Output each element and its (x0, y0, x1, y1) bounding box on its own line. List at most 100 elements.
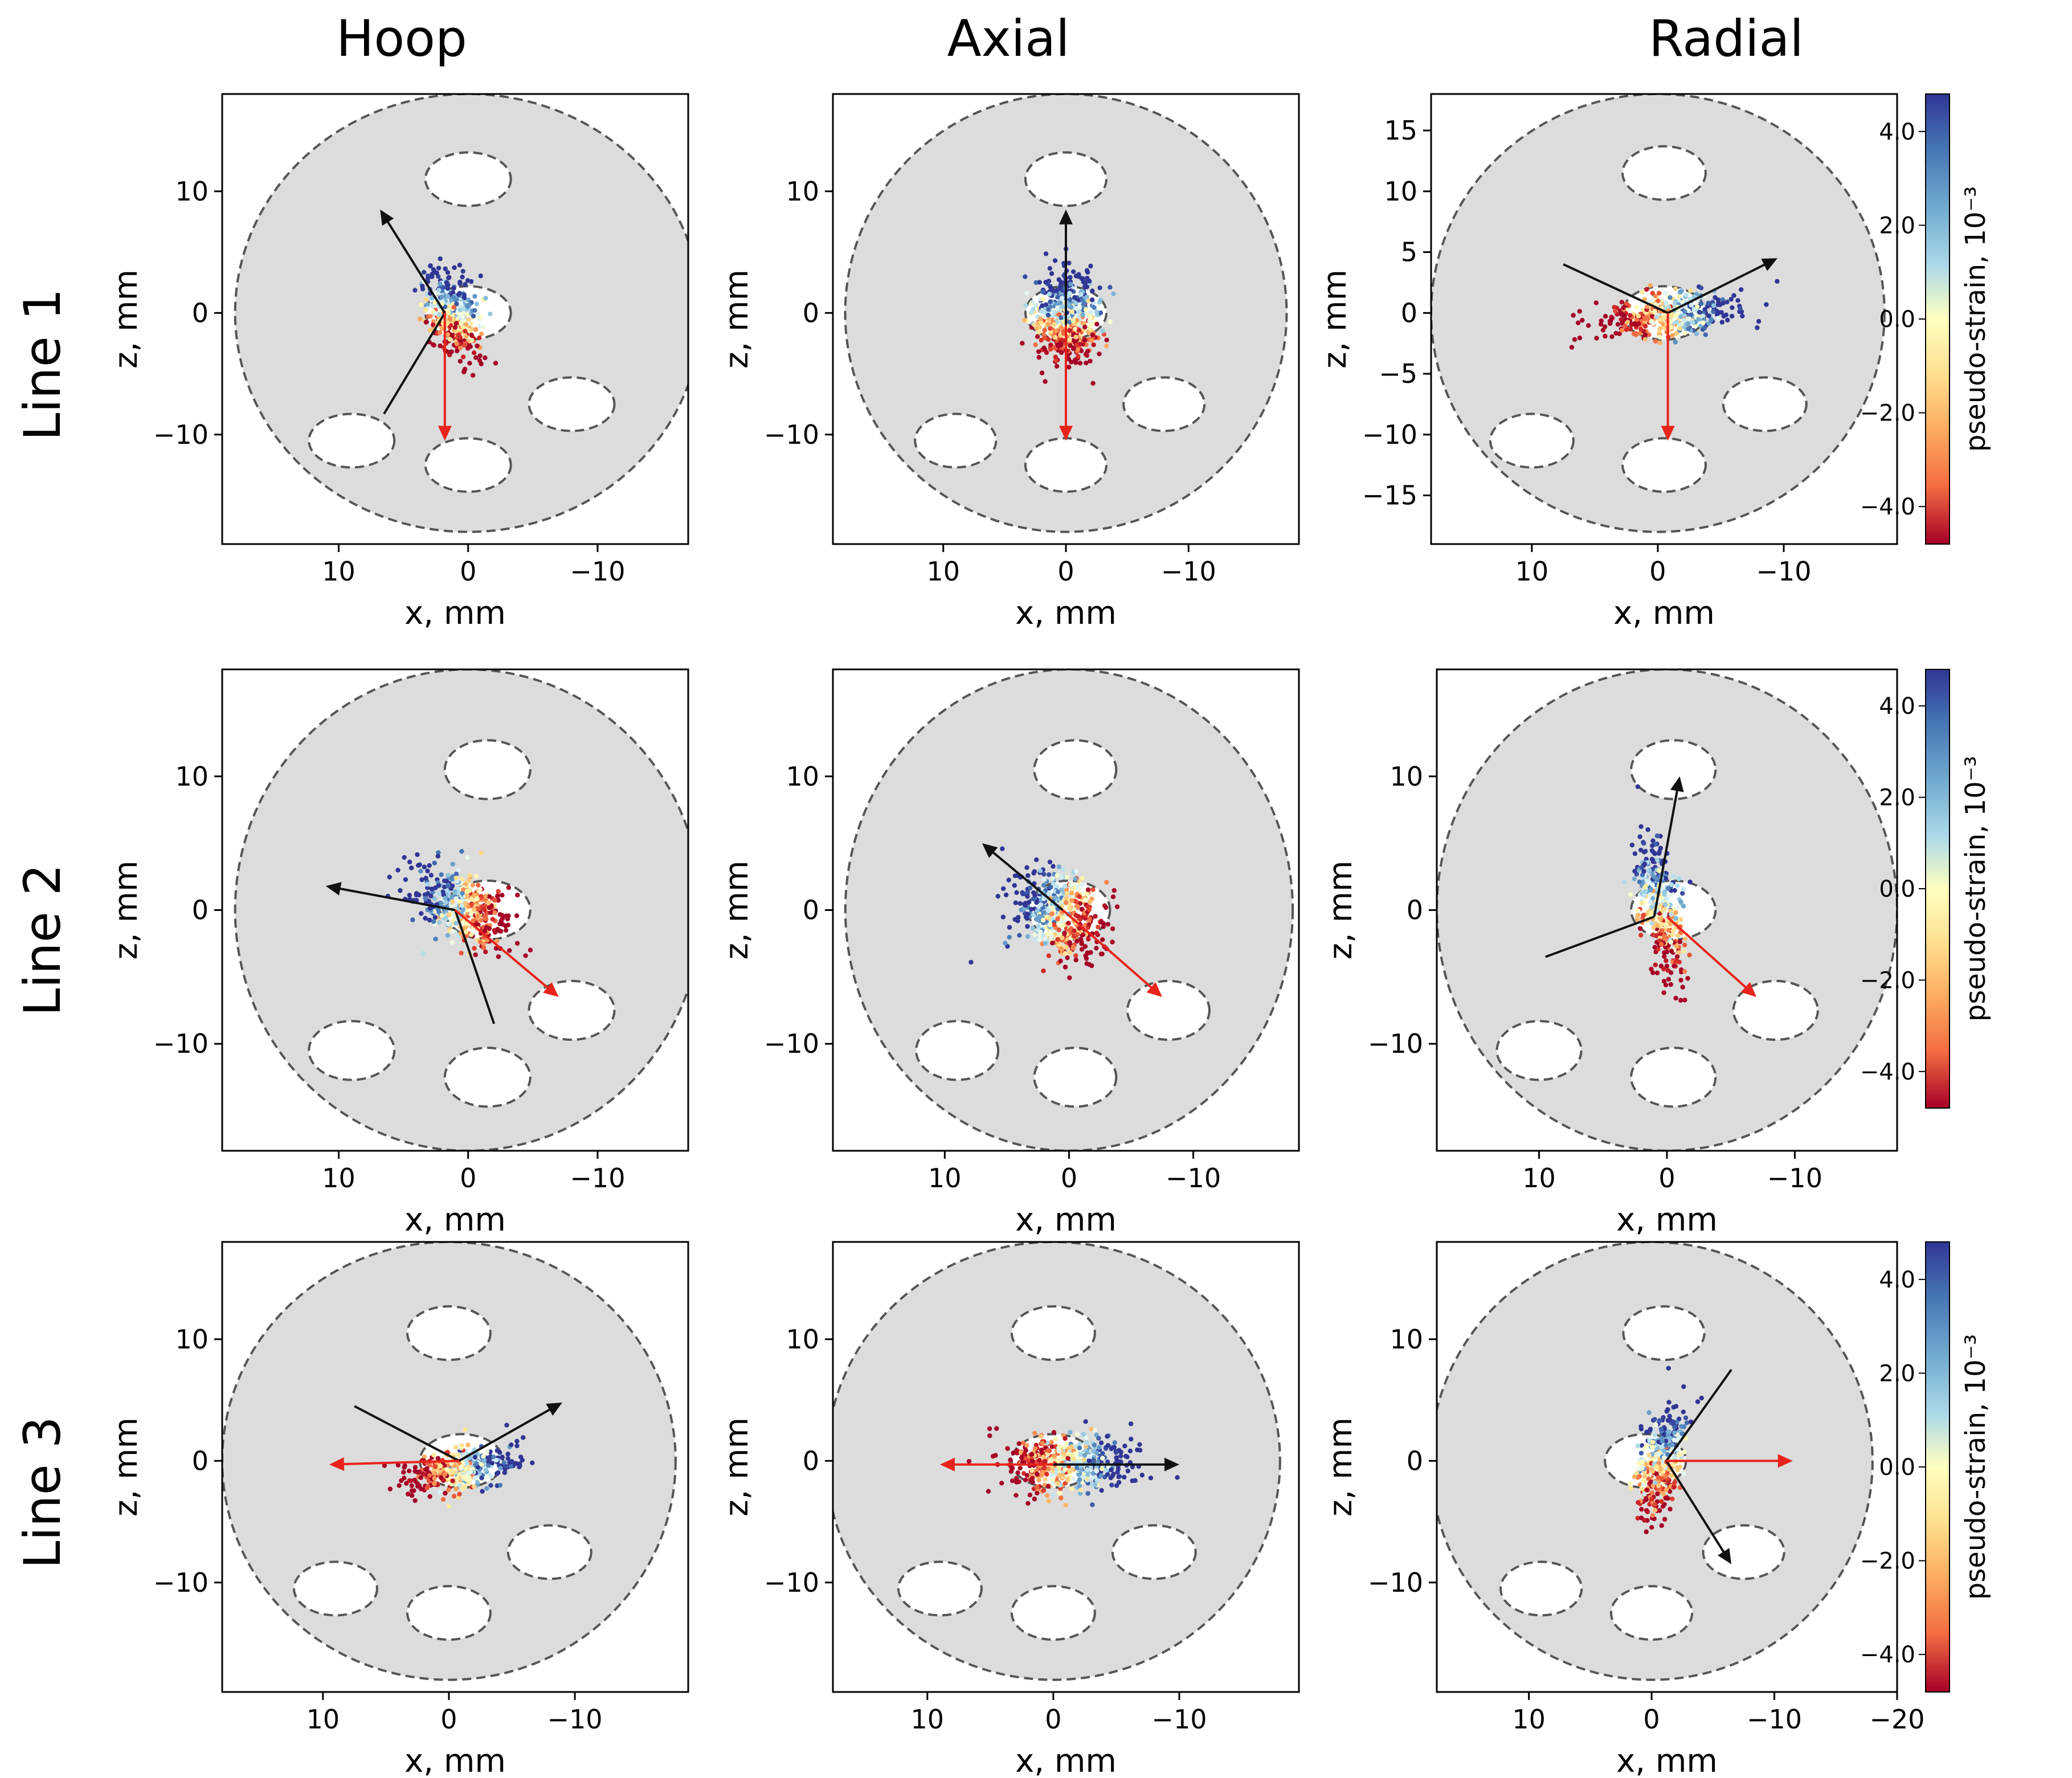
scatter-point (453, 329, 458, 334)
scatter-point (1074, 904, 1080, 909)
scatter-point (1637, 330, 1643, 336)
scatter-point (459, 849, 464, 854)
scatter-point (1045, 312, 1051, 318)
scatter-point (1079, 941, 1084, 946)
scatter-point (1642, 1478, 1647, 1484)
scatter-point (1016, 1479, 1021, 1485)
scatter-point (994, 1426, 999, 1431)
scatter-point (1055, 1481, 1060, 1486)
scatter-point (1619, 317, 1624, 322)
scatter-point (1702, 325, 1707, 330)
scatter-point (469, 932, 474, 938)
scatter-point (1642, 1491, 1647, 1497)
scatter-point (417, 316, 423, 321)
scatter-point (452, 325, 458, 330)
scatter-point (472, 293, 477, 299)
scatter-point (446, 1487, 451, 1493)
arrow-black-0 (982, 843, 1064, 912)
scatter-point (493, 946, 499, 951)
scatter-point (1677, 294, 1682, 299)
scatter-point (1676, 950, 1681, 955)
scatter-point (1648, 900, 1653, 905)
scatter-point (1114, 1455, 1119, 1460)
scatter-point (1571, 313, 1576, 318)
scatter-point (1046, 953, 1052, 958)
scatter-point (1607, 318, 1613, 324)
scatter-point (475, 343, 480, 349)
scatter-point (1048, 885, 1053, 890)
scatter-point (1668, 1436, 1673, 1441)
scatter-point (483, 355, 488, 361)
scatter-point (460, 891, 465, 896)
x-axis-label: x, mm (1616, 1743, 1718, 1778)
scatter-point (1082, 897, 1088, 903)
scatter-point (1569, 345, 1575, 350)
scatter-point (1041, 1465, 1047, 1471)
scatter-point (518, 1454, 524, 1460)
scatter-point (412, 1477, 418, 1483)
scatter-point (1699, 1395, 1704, 1401)
scatter-point (458, 301, 464, 306)
scatter-point (501, 1460, 506, 1465)
hole-4 (506, 1524, 592, 1580)
scatter-point (432, 1471, 438, 1476)
scatter-point (1129, 1436, 1134, 1442)
scatter-point (444, 1467, 450, 1472)
scatter-point (476, 882, 481, 888)
scatter-point (1049, 876, 1055, 881)
scatter-point (423, 876, 428, 881)
scatter-point (1731, 293, 1736, 298)
scatter-point (1068, 275, 1073, 280)
scatter-point (1057, 1473, 1062, 1478)
scatter-point (1689, 303, 1694, 308)
scatter-point (1680, 984, 1685, 990)
scatter-point (1077, 1445, 1082, 1450)
scatter-point (387, 874, 392, 880)
scatter-point (1652, 1417, 1657, 1422)
scatter-point (471, 350, 477, 355)
scatter-point (1679, 1424, 1684, 1429)
scatter-point (1673, 1404, 1679, 1409)
scatter-point (1675, 905, 1680, 910)
column-title-axial: Axial (947, 9, 1069, 68)
scatter-point (1090, 381, 1096, 386)
scatter-point (1677, 289, 1683, 295)
scatter-point (1663, 945, 1668, 950)
scatter-point (1059, 923, 1065, 928)
y-axis-label: z, mm (718, 269, 755, 369)
scatter-point (1679, 1431, 1685, 1437)
x-tick-label: 0 (460, 1163, 476, 1193)
scatter-point (1064, 945, 1069, 950)
scatter-point (1671, 873, 1676, 879)
scatter-point (479, 1475, 484, 1481)
scatter-point (1110, 1474, 1115, 1479)
scatter-point (403, 877, 408, 882)
scatter-point (1040, 303, 1045, 308)
scatter-point (1035, 1490, 1040, 1496)
scatter-point (1049, 1473, 1055, 1478)
scatter-point (1041, 872, 1047, 877)
y-axis-label: z, mm (1322, 1417, 1359, 1517)
scatter-point (446, 884, 451, 889)
scatter-point (1642, 316, 1648, 322)
scatter-point (1685, 321, 1691, 326)
hole-4 (1702, 1524, 1785, 1580)
scatter-point (1113, 1450, 1119, 1455)
axes-frame (221, 1241, 689, 1693)
scatter-point (1682, 968, 1687, 974)
arrow-black-0 (1053, 1457, 1179, 1472)
colorbar-tick-label: 0.0 (1879, 876, 1915, 902)
scatter-point (430, 342, 436, 348)
scatter-point (1615, 322, 1621, 327)
scatter-point (1059, 325, 1064, 330)
panel-line3-radial: 10 0 −10 −20 10 0 −10 x, mm z, mm (1322, 1241, 1925, 1778)
scatter-point (498, 1466, 503, 1471)
scatter-point (436, 883, 442, 888)
scatter-point (1094, 1450, 1100, 1456)
scatter-point (1678, 899, 1683, 905)
scatter-point (1649, 1490, 1655, 1495)
scatter-point (1650, 970, 1656, 975)
scatter-point (471, 1484, 477, 1489)
x-tick-label: 10 (926, 556, 960, 587)
scatter-point (1025, 1501, 1031, 1506)
